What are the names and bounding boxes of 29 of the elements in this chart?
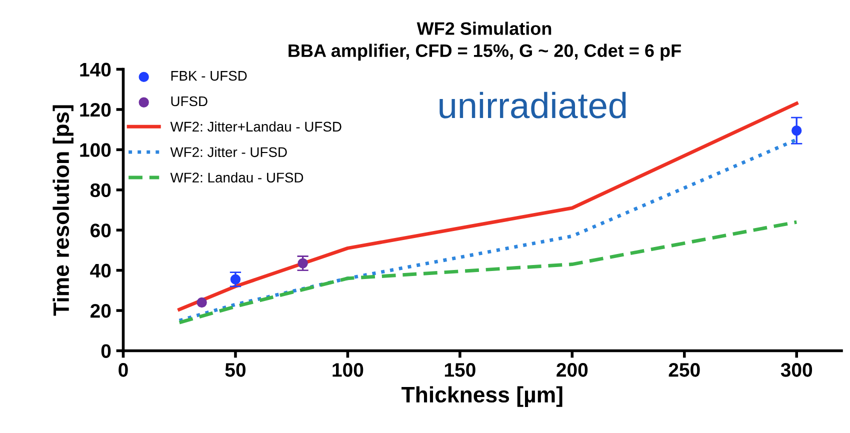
legend-label: WF2: Landau - UFSD (170, 172, 304, 183)
x-tick-label: 150 (444, 363, 476, 377)
point (196, 297, 207, 308)
legend-label: WF2: Jitter+Landau - UFSD (170, 121, 342, 132)
y-tick-label: 140 (80, 62, 111, 77)
point (792, 126, 802, 136)
chart-title: WF2 Simulation BBA amplifier, CFD = 15%, G ~ 20, Cdet = 6 pF (288, 22, 681, 61)
x-tick-label: 0 (118, 363, 128, 377)
y-tick-label: 100 (80, 143, 111, 157)
x-tick-label: 250 (668, 363, 700, 377)
x-tick-label: 300 (780, 363, 812, 377)
point (298, 258, 308, 268)
x-tick-label: 200 (556, 363, 588, 377)
y-tick-label: 60 (90, 224, 111, 238)
x-tick-label: 50 (225, 363, 246, 377)
x-tick-label: 100 (332, 363, 364, 377)
legend-label: WF2: Jitter - UFSD (170, 146, 287, 158)
line-series (178, 220, 798, 324)
x-axis-title: Thickness [µm] (402, 386, 562, 407)
y-tick-label: 40 (90, 264, 111, 278)
y-axis-title: Time resolution [ps] (52, 105, 74, 316)
y-tick-label: 120 (80, 102, 111, 117)
annotation: unirradiated (440, 92, 626, 118)
y-tick-label: 0 (101, 344, 111, 358)
y-tick-label: 20 (90, 304, 111, 318)
y-tick-label: 80 (90, 183, 111, 198)
legend-label: UFSD (171, 96, 208, 106)
point (230, 274, 241, 284)
legend-label: FBK - UFSD (171, 70, 247, 81)
